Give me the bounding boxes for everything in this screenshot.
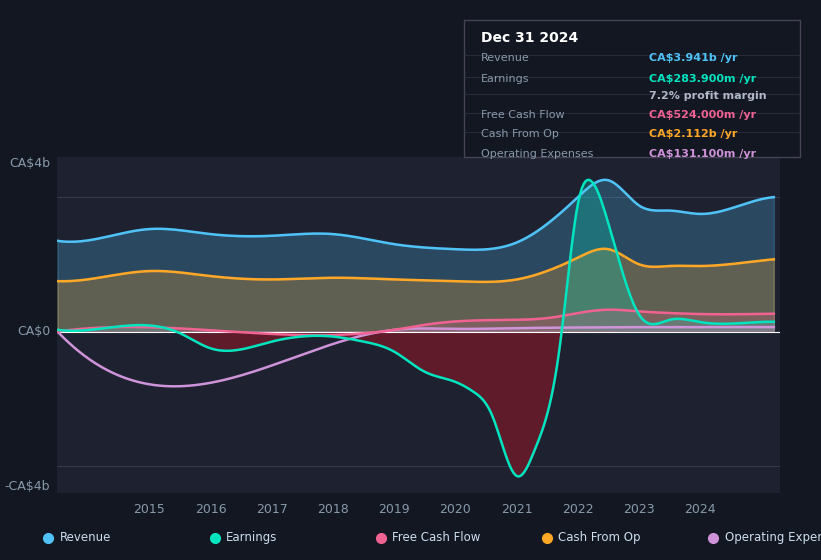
Text: 7.2% profit margin: 7.2% profit margin [649,91,767,101]
Text: Free Cash Flow: Free Cash Flow [392,531,480,544]
Text: CA$283.900m /yr: CA$283.900m /yr [649,74,756,85]
Text: Revenue: Revenue [481,53,530,63]
Text: Free Cash Flow: Free Cash Flow [481,110,564,120]
Text: CA$131.100m /yr: CA$131.100m /yr [649,148,756,158]
Text: -CA$4b: -CA$4b [5,480,50,493]
Text: Cash From Op: Cash From Op [481,129,558,139]
Text: CA$0: CA$0 [17,325,50,338]
Text: Cash From Op: Cash From Op [558,531,640,544]
Text: CA$524.000m /yr: CA$524.000m /yr [649,110,756,120]
Text: Operating Expenses: Operating Expenses [481,148,593,158]
Text: Revenue: Revenue [60,531,111,544]
Text: Earnings: Earnings [226,531,277,544]
Text: CA$4b: CA$4b [9,157,50,170]
Text: Operating Expenses: Operating Expenses [724,531,821,544]
Text: Earnings: Earnings [481,74,530,85]
Text: CA$3.941b /yr: CA$3.941b /yr [649,53,737,63]
Text: CA$2.112b /yr: CA$2.112b /yr [649,129,737,139]
Text: Dec 31 2024: Dec 31 2024 [481,31,578,45]
